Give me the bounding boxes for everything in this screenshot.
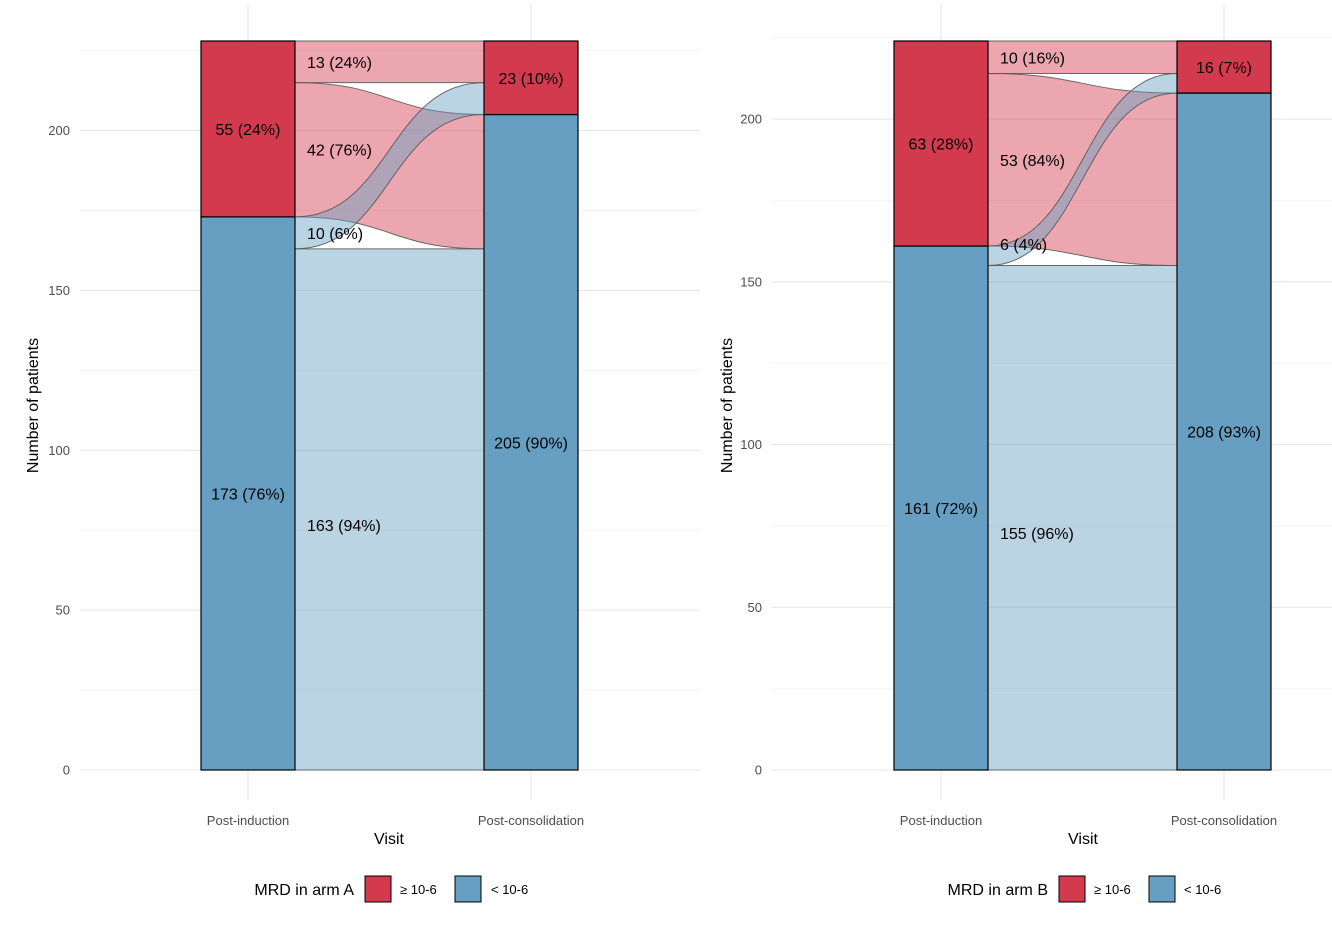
y-tick-label: 200	[48, 123, 70, 138]
y-tick-label: 50	[748, 600, 762, 615]
stratum-high-stage-0	[200, 40, 296, 218]
legend-title: MRD in arm B	[948, 882, 1048, 899]
legend-swatch-high	[1058, 875, 1086, 903]
y-tick-label: 0	[63, 763, 70, 778]
flow-label: 42 (76%)	[307, 143, 372, 160]
stratum-label: 208 (93%)	[1187, 425, 1261, 442]
flow-low-to-low	[294, 248, 485, 771]
x-tick-label: Post-induction	[207, 813, 289, 828]
x-tick-label: Post-consolidation	[1171, 813, 1277, 828]
legend-label: < 10-6	[491, 882, 528, 897]
stratum-low-stage-0	[893, 245, 989, 771]
legend-swatch-high	[364, 875, 392, 903]
stratum-high-stage-1	[483, 40, 579, 116]
y-tick-label: 150	[740, 274, 762, 289]
y-tick-label: 200	[740, 112, 762, 127]
y-tick-label: 100	[48, 443, 70, 458]
stratum-low-stage-1	[483, 113, 579, 771]
stratum-high-stage-0	[893, 40, 989, 247]
stratum-label: 173 (76%)	[211, 486, 285, 503]
x-axis-title: Visit	[374, 831, 404, 848]
stratum-low-stage-0	[200, 216, 296, 771]
y-tick-label: 50	[56, 603, 70, 618]
y-axis-title: Number of patients	[25, 338, 42, 473]
legend-label: ≥ 10-6	[1094, 882, 1131, 897]
x-tick-label: Post-consolidation	[478, 813, 584, 828]
flow-label: 53 (84%)	[1000, 153, 1065, 170]
x-axis-title: Visit	[1068, 831, 1098, 848]
y-tick-label: 150	[48, 283, 70, 298]
flow-label: 163 (94%)	[307, 518, 381, 535]
flow-label: 155 (96%)	[1000, 526, 1074, 543]
legend-label: < 10-6	[1184, 882, 1221, 897]
stratum-label: 161 (72%)	[904, 501, 978, 518]
flow-label: 6 (4%)	[1000, 237, 1047, 254]
legend-title: MRD in arm A	[254, 882, 354, 899]
flow-low-to-low	[987, 265, 1178, 771]
stratum-label: 16 (7%)	[1196, 60, 1252, 77]
y-tick-label: 0	[755, 763, 762, 778]
flow-label: 13 (24%)	[307, 55, 372, 72]
legend-swatch-low	[454, 875, 482, 903]
legend-swatch-low	[1148, 875, 1176, 903]
stratum-label: 63 (28%)	[909, 137, 974, 154]
legend-label: ≥ 10-6	[400, 882, 437, 897]
y-axis-title: Number of patients	[719, 338, 736, 473]
flow-label: 10 (6%)	[307, 226, 363, 243]
stratum-label: 23 (10%)	[499, 71, 564, 88]
stratum-label: 205 (90%)	[494, 435, 568, 452]
stratum-label: 55 (24%)	[216, 122, 281, 139]
stratum-high-stage-1	[1176, 40, 1272, 94]
stratum-low-stage-1	[1176, 92, 1272, 771]
x-tick-label: Post-induction	[900, 813, 982, 828]
y-tick-label: 100	[740, 437, 762, 452]
flow-label: 10 (16%)	[1000, 50, 1065, 67]
